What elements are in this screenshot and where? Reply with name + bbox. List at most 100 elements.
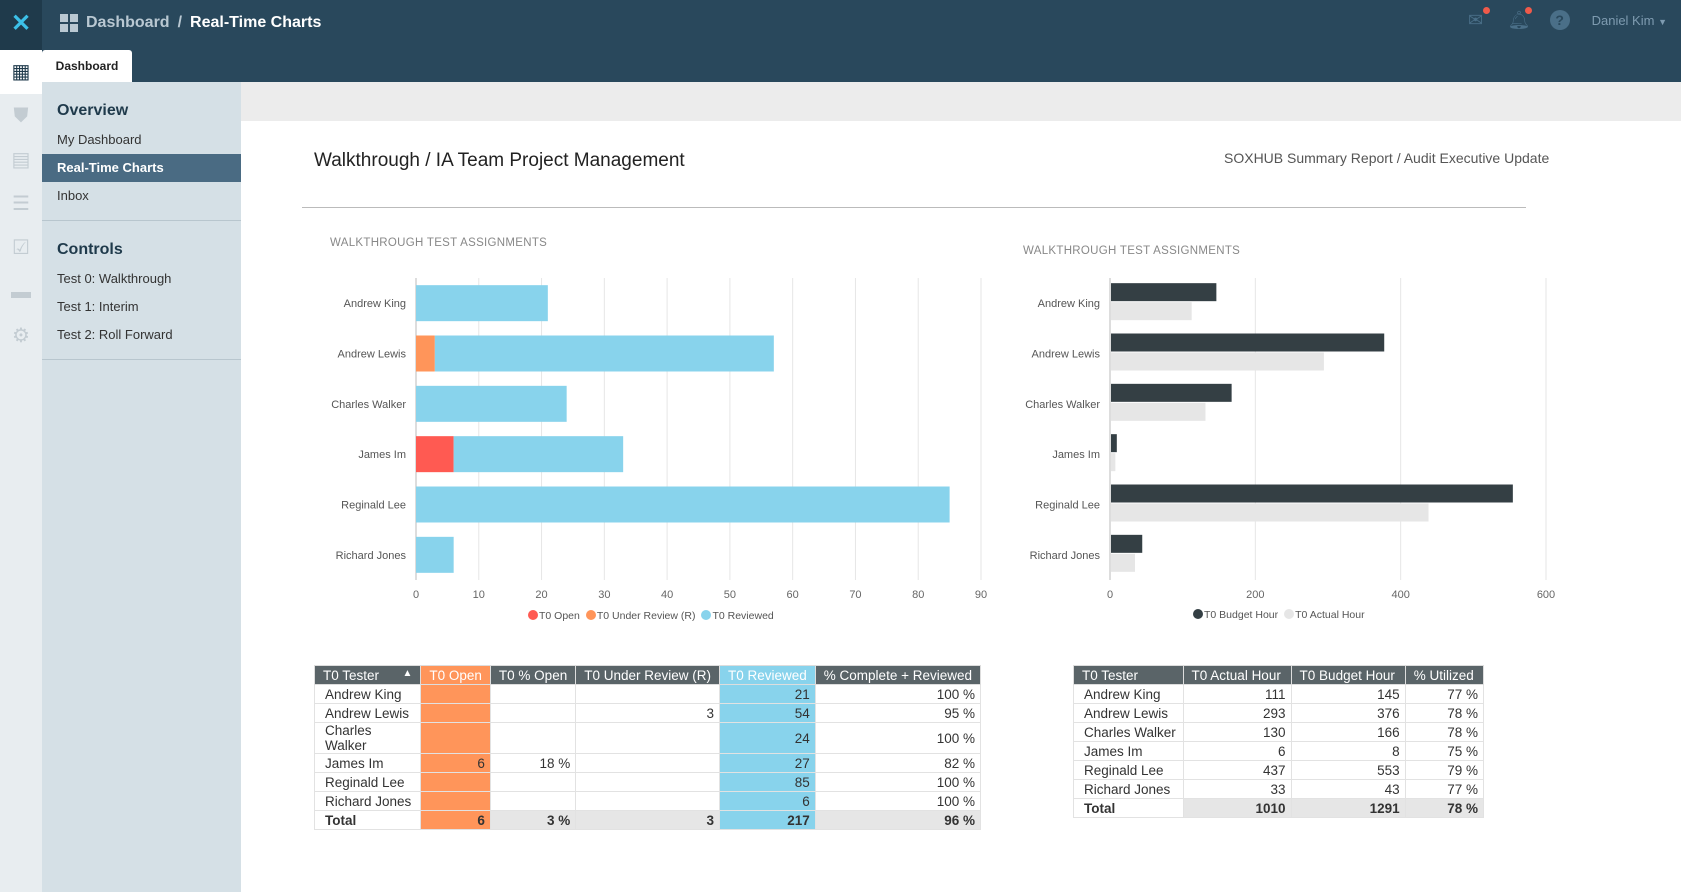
bar-t0-reviewed [434,335,774,372]
legend-swatch [585,610,596,620]
x-tick-label: 80 [912,589,924,601]
document-icon[interactable]: ▤ [11,149,31,171]
x-tick-label: 400 [1391,589,1409,601]
chart1-legend: T0 Open T0 Under Review (R) T0 Reviewed [528,610,774,622]
list-icon[interactable]: ☰ [12,193,30,215]
sidebar-item-real-time-charts[interactable]: Real-Time Charts [42,154,241,182]
total-cell: 78 % [1404,798,1485,818]
total-cell: 6 [420,810,491,830]
legend-item[interactable]: T0 Under Review (R) [585,610,695,622]
divider [302,207,1526,208]
x-tick-label: 50 [724,589,736,601]
sidebar-item-test-1[interactable]: Test 1: Interim [57,299,139,314]
folder-icon[interactable]: ▬ [11,281,31,303]
table-cell: 111 [1182,684,1292,704]
chevron-down-icon: ▼ [1658,16,1667,27]
table-cell: 6 [1182,741,1292,761]
table-total-row: Total 6 3 % 3 217 96 % [313,810,982,830]
legend-item[interactable]: T0 Open [528,610,580,622]
column-header[interactable]: T0 Actual Hour [1182,665,1292,685]
column-header-label: T0 Actual Hour [1191,667,1281,683]
sidebar-item-test-2[interactable]: Test 2: Roll Forward [57,327,173,342]
table-cell: 75 % [1404,741,1485,761]
column-header-label: T0 Budget Hour [1299,667,1395,683]
user-menu[interactable]: Daniel Kim ▼ [1592,13,1667,28]
table-row: Richard Jones 33 43 77 % [1073,779,1485,799]
legend-item[interactable]: T0 Budget Hour [1193,609,1278,621]
column-header[interactable]: T0 Open [420,665,491,685]
column-header[interactable]: T0 Reviewed [719,665,816,685]
table-cell [420,703,491,723]
table-cell: 85 [719,772,816,792]
breadcrumb: Dashboard / Real-Time Charts [60,14,321,32]
table-cell: 18 % [489,753,577,773]
bar-t0-budget-hour [1111,383,1232,402]
table-cell: 54 [719,703,816,723]
column-header[interactable]: T0 Tester ▲ [313,665,422,685]
column-header[interactable]: T0 % Open [489,665,577,685]
legend-label: T0 Reviewed [712,610,774,622]
table-cell: 3 [575,703,720,723]
category-label: Andrew Lewis [338,349,407,361]
sidebar-item-my-dashboard[interactable]: My Dashboard [57,132,142,147]
x-tick-label: 10 [473,589,485,601]
tab-dashboard[interactable]: Dashboard [42,50,132,82]
total-cell: 3 % [489,810,577,830]
bar-t0-budget-hour [1111,283,1217,302]
help-icon[interactable]: ? [1549,10,1570,30]
bar-t0-actual-hour [1111,402,1206,421]
bar-t0-reviewed [416,385,567,422]
table-cell: 21 [719,684,816,704]
table-cell [489,703,577,723]
shield-icon[interactable]: ⛊ [13,105,29,127]
table-cell: 6 [719,791,816,811]
bar-t0-under-review-r- [416,335,435,372]
column-header[interactable]: T0 Tester [1073,665,1184,685]
legend-swatch [701,610,712,620]
legend-item[interactable]: T0 Reviewed [701,610,774,622]
dashboard-grid-icon [60,14,78,32]
x-tick-label: 70 [849,589,861,601]
legend-label: T0 Actual Hour [1295,609,1365,621]
calendar-check-icon[interactable]: ☑ [12,237,30,259]
total-cell: 1010 [1182,798,1292,818]
user-name: Daniel Kim [1591,12,1655,28]
table-cell [575,753,720,773]
table-row: Andrew King 21 100 % [313,684,982,704]
table-total-row: Total 1010 1291 78 % [1073,798,1485,818]
bar-t0-budget-hour [1111,434,1117,453]
x-tick-label: 60 [787,589,799,601]
table-cell: 100 % [814,791,982,811]
bar-t0-reviewed [416,285,548,322]
legend-swatch [1193,609,1203,619]
total-cell: Total [1073,798,1184,818]
column-header-label: T0 % Open [498,667,568,683]
bar-t0-budget-hour [1111,484,1513,503]
breadcrumb-separator: / [177,14,183,31]
category-label: Andrew Lewis [1032,349,1101,361]
column-header[interactable]: T0 Under Review (R) [575,665,720,685]
gear-icon[interactable]: ⚙ [12,325,30,347]
breadcrumb-root[interactable]: Dashboard [86,14,170,31]
table-cell: Andrew Lewis [1073,703,1184,723]
bell-icon[interactable]: 🔔︎ [1508,7,1532,30]
table-cell: 376 [1290,703,1406,723]
sort-asc-icon[interactable]: ▲ [402,667,413,679]
dashboard-icon[interactable]: ▦ [0,50,42,94]
column-header-label: T0 Reviewed [728,667,807,683]
category-label: Richard Jones [336,550,407,562]
toolbar-band [241,82,1681,121]
sidebar-item-inbox[interactable]: Inbox [57,188,89,203]
column-header[interactable]: % Complete + Reviewed [814,665,982,685]
column-header[interactable]: % Utilized [1404,665,1485,685]
sidebar-item-test-0[interactable]: Test 0: Walkthrough [57,271,172,286]
table-cell: 78 % [1404,703,1485,723]
table-cell: 43 [1290,779,1406,799]
legend-item[interactable]: T0 Actual Hour [1284,609,1365,621]
top-bar: ✕ Dashboard / Real-Time Charts Dashboard… [0,0,1681,82]
legend-label: T0 Budget Hour [1204,609,1279,621]
column-header[interactable]: T0 Budget Hour [1290,665,1406,685]
table-cell: Charles Walker [313,722,422,754]
mail-icon[interactable]: ✉ [1466,7,1490,30]
app-logo-icon[interactable]: ✕ [0,0,42,50]
